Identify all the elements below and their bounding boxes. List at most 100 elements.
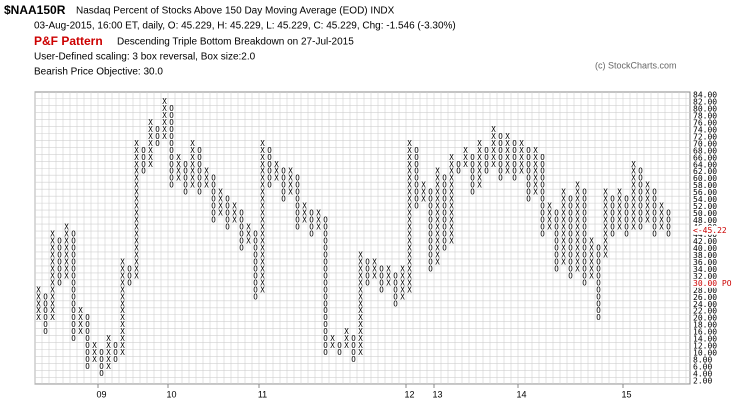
box: O bbox=[85, 362, 90, 371]
box: O bbox=[169, 160, 174, 169]
box: X bbox=[246, 230, 251, 239]
box: O bbox=[526, 174, 531, 183]
box: O bbox=[414, 160, 419, 169]
box: O bbox=[666, 209, 671, 218]
box: O bbox=[568, 257, 573, 266]
credit: (c) StockCharts.com bbox=[595, 60, 677, 70]
box: X bbox=[218, 195, 223, 204]
y-tick-label: 32.00 bbox=[693, 272, 717, 281]
box: O bbox=[554, 236, 559, 245]
box: X bbox=[358, 341, 363, 350]
box: X bbox=[120, 334, 125, 343]
box: O bbox=[428, 188, 433, 197]
box: O bbox=[169, 132, 174, 141]
box: X bbox=[274, 160, 279, 169]
y-tick-label: 78.00 bbox=[693, 111, 717, 120]
box: O bbox=[596, 264, 601, 273]
x-tick-label: 09 bbox=[96, 389, 106, 399]
box: O bbox=[428, 209, 433, 218]
box: X bbox=[64, 264, 69, 273]
box: O bbox=[127, 264, 132, 273]
box: X bbox=[358, 313, 363, 322]
box: X bbox=[50, 285, 55, 294]
box: O bbox=[428, 195, 433, 204]
x-column: XXX bbox=[92, 341, 97, 364]
x-column: XXX bbox=[386, 264, 391, 287]
y-tick-label: 70.00 bbox=[693, 139, 717, 148]
box: O bbox=[323, 250, 328, 259]
box: O bbox=[365, 278, 370, 287]
box: O bbox=[540, 167, 545, 176]
box: O bbox=[323, 306, 328, 315]
box: X bbox=[358, 292, 363, 301]
box: X bbox=[232, 202, 237, 211]
box: O bbox=[71, 320, 76, 329]
box: O bbox=[169, 153, 174, 162]
box: X bbox=[64, 230, 69, 239]
box: X bbox=[190, 167, 195, 176]
box: O bbox=[337, 341, 342, 350]
box: X bbox=[547, 209, 552, 218]
box: O bbox=[568, 264, 573, 273]
box: X bbox=[120, 292, 125, 301]
box: X bbox=[50, 264, 55, 273]
box: X bbox=[358, 250, 363, 259]
box: O bbox=[470, 181, 475, 190]
box: O bbox=[281, 181, 286, 190]
box: X bbox=[449, 230, 454, 239]
box: X bbox=[302, 216, 307, 225]
box: X bbox=[358, 348, 363, 357]
box: X bbox=[477, 146, 482, 155]
box: X bbox=[547, 216, 552, 225]
box: X bbox=[519, 139, 524, 148]
box: X bbox=[603, 243, 608, 252]
box: X bbox=[617, 195, 622, 204]
box: O bbox=[295, 202, 300, 211]
box: O bbox=[638, 209, 643, 218]
box: O bbox=[323, 223, 328, 232]
box: X bbox=[190, 146, 195, 155]
y-tick-label: 52.00 bbox=[693, 202, 717, 211]
box: X bbox=[533, 160, 538, 169]
x-tick-label: 13 bbox=[432, 389, 442, 399]
box: O bbox=[638, 188, 643, 197]
box: O bbox=[498, 160, 503, 169]
box: X bbox=[561, 230, 566, 239]
box: O bbox=[323, 230, 328, 239]
box: O bbox=[596, 243, 601, 252]
box: O bbox=[442, 236, 447, 245]
y-tick-label: 6.00 bbox=[693, 363, 712, 372]
box: X bbox=[36, 285, 41, 294]
box: X bbox=[407, 230, 412, 239]
box: X bbox=[575, 264, 580, 273]
box: X bbox=[120, 278, 125, 287]
box: O bbox=[295, 181, 300, 190]
box: X bbox=[631, 181, 636, 190]
x-tick-label: 14 bbox=[516, 389, 526, 399]
box: O bbox=[393, 299, 398, 308]
marker-label: 30.00 PO bbox=[693, 279, 732, 288]
box: O bbox=[414, 146, 419, 155]
box: X bbox=[260, 257, 265, 266]
box: X bbox=[603, 195, 608, 204]
box: X bbox=[260, 271, 265, 280]
x-column: XXX bbox=[316, 209, 321, 232]
box: X bbox=[260, 139, 265, 148]
box: X bbox=[302, 209, 307, 218]
box: X bbox=[435, 181, 440, 190]
box: X bbox=[372, 257, 377, 266]
box: O bbox=[365, 264, 370, 273]
box: O bbox=[57, 243, 62, 252]
box: X bbox=[134, 202, 139, 211]
box: X bbox=[407, 257, 412, 266]
